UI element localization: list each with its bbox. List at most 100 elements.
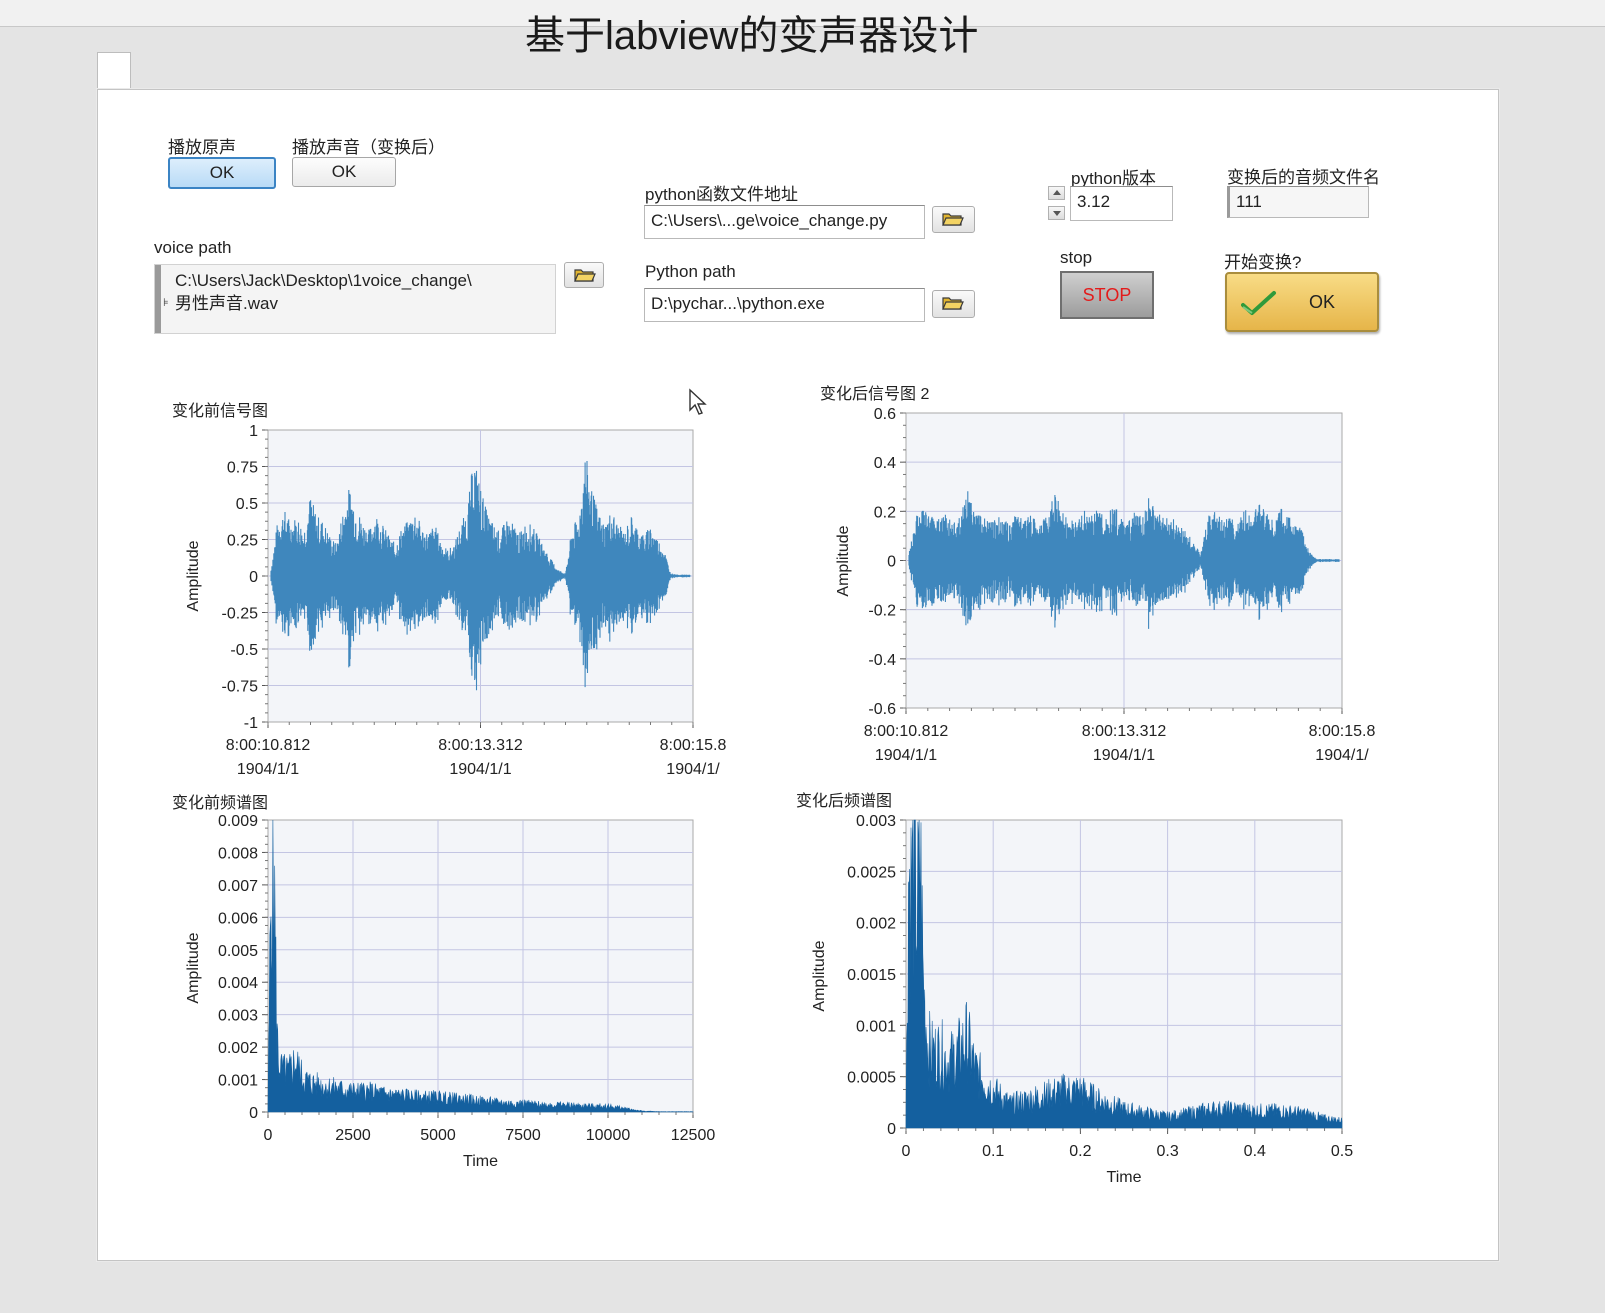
spinner-up-icon[interactable] bbox=[1048, 186, 1065, 200]
x-tick-label: 8:00:13.312 bbox=[1082, 723, 1167, 740]
x-tick-label: 0.1 bbox=[982, 1143, 1004, 1160]
y-tick-label: 0.25 bbox=[227, 533, 258, 550]
y-tick-label: -1 bbox=[244, 715, 258, 732]
y-tick-label: 0 bbox=[887, 554, 896, 571]
y-tick-label: 0.001 bbox=[856, 1018, 896, 1035]
y-tick-label: -0.75 bbox=[222, 679, 259, 696]
play-converted-label: 播放声音（变换后） bbox=[292, 138, 445, 157]
chart-converted-signal: 变化后信号图 2 Amplitude 0.6 0.4 0.2 0 -0.2 -0.4 -0.6 8… bbox=[820, 385, 1376, 764]
x-tick-label: 7500 bbox=[505, 1127, 541, 1144]
x-axis-label: Time bbox=[1107, 1169, 1142, 1186]
x-tick-label: 8:00:10.812 bbox=[864, 723, 949, 740]
output-filename-label: 变换后的音频文件名 bbox=[1227, 168, 1380, 187]
top-bar bbox=[0, 0, 1605, 27]
folder-open-icon bbox=[574, 269, 596, 282]
y-tick-label: 0.0005 bbox=[847, 1070, 896, 1087]
chart-original-signal: 变化前信号图 Amplitude 1 0.75 0.5 0.25 0 -0.25 -0.5 -0.… bbox=[172, 402, 727, 778]
chart-original-spectrum: 变化前频谱图 Amplitude 0.009 0.008 0.007 0.006 0.005… bbox=[172, 794, 716, 1170]
python-path-browse-button[interactable] bbox=[932, 290, 975, 318]
x-tick-label: 0.4 bbox=[1244, 1143, 1266, 1160]
x-tick-label: 0.5 bbox=[1331, 1143, 1353, 1160]
voice-path-browse-button[interactable] bbox=[564, 262, 604, 288]
x-tick-label: 0.2 bbox=[1069, 1143, 1091, 1160]
y-tick-label: -0.4 bbox=[868, 652, 896, 669]
y-tick-label: 0.009 bbox=[218, 813, 258, 830]
start-conversion-button[interactable]: OK bbox=[1225, 272, 1379, 332]
voice-path-line1: C:\Users\Jack\Desktop\1voice_change\ bbox=[175, 271, 472, 290]
x-tick-label: 8:00:15.8 bbox=[660, 737, 727, 754]
chart-title: 变化后信号图 2 bbox=[820, 385, 929, 403]
y-tick-label: 0.002 bbox=[218, 1040, 258, 1057]
chart-title: 变化前信号图 bbox=[172, 402, 268, 420]
python-func-path-label: python函数文件地址 bbox=[645, 185, 799, 204]
stop-label: stop bbox=[1060, 248, 1093, 267]
x-tick-label: 12500 bbox=[671, 1127, 716, 1144]
y-tick-label: 0.004 bbox=[218, 975, 258, 992]
y-tick-label: -0.6 bbox=[868, 701, 896, 718]
python-version-field[interactable]: 3.12 bbox=[1070, 186, 1173, 221]
y-tick-label: 0 bbox=[249, 569, 258, 586]
y-tick-label: 0 bbox=[249, 1105, 258, 1122]
y-tick-label: 0 bbox=[887, 1121, 896, 1138]
mouse-cursor-icon bbox=[689, 388, 707, 415]
panel-tab bbox=[97, 52, 131, 91]
chart-title: 变化前频谱图 bbox=[172, 794, 268, 812]
path-tree-icon: ⊧ bbox=[163, 297, 169, 309]
x-tick-label: 0 bbox=[264, 1127, 273, 1144]
window-title: 基于labview的变声器设计 bbox=[525, 14, 979, 54]
x-tick-date: 1904/1/1 bbox=[449, 761, 511, 778]
y-tick-label: 0.005 bbox=[218, 943, 258, 960]
play-original-label: 播放原声 bbox=[168, 138, 236, 157]
spectrum-area bbox=[267, 819, 694, 1113]
y-tick-label: 0.008 bbox=[218, 845, 258, 862]
output-filename-field[interactable]: 111 bbox=[1227, 186, 1369, 218]
y-axis-label: Amplitude bbox=[185, 932, 202, 1003]
python-version-label: python版本 bbox=[1071, 169, 1157, 188]
y-tick-label: 0.003 bbox=[856, 813, 896, 830]
voice-path-field[interactable]: ⊧ C:\Users\Jack\Desktop\1voice_change\ 男… bbox=[154, 264, 556, 334]
y-tick-label: -0.25 bbox=[222, 606, 259, 623]
y-tick-label: 1 bbox=[249, 423, 258, 440]
x-tick-label: 8:00:10.812 bbox=[226, 737, 311, 754]
python-path-label: Python path bbox=[645, 262, 736, 281]
x-tick-date: 1904/1/ bbox=[666, 761, 720, 778]
spinner-down-icon[interactable] bbox=[1048, 206, 1065, 220]
y-tick-label: -0.5 bbox=[230, 642, 258, 659]
start-label: 开始变换? bbox=[1224, 253, 1302, 272]
play-converted-button[interactable]: OK bbox=[292, 157, 396, 187]
folder-open-icon bbox=[942, 297, 964, 310]
waveform-trace bbox=[908, 491, 1340, 629]
python-path-field[interactable]: D:\pychar...\python.exe bbox=[644, 288, 925, 322]
y-tick-label: 0.2 bbox=[874, 504, 896, 521]
x-tick-label: 2500 bbox=[335, 1127, 371, 1144]
y-axis-label: Amplitude bbox=[835, 525, 852, 596]
x-tick-date: 1904/1/1 bbox=[875, 747, 937, 764]
y-tick-label: 0.75 bbox=[227, 460, 258, 477]
waveform-trace bbox=[270, 461, 691, 691]
y-tick-label: 0.4 bbox=[874, 455, 896, 472]
chart-title: 变化后频谱图 bbox=[796, 792, 892, 810]
start-button-label: OK bbox=[1309, 292, 1336, 312]
y-tick-label: 0.002 bbox=[856, 916, 896, 933]
y-tick-label: 0.001 bbox=[218, 1073, 258, 1090]
y-tick-label: 0.6 bbox=[874, 406, 896, 423]
stop-button[interactable]: STOP bbox=[1060, 271, 1154, 319]
x-tick-label: 10000 bbox=[586, 1127, 631, 1144]
x-tick-label: 8:00:15.8 bbox=[1309, 723, 1376, 740]
path-control-strip bbox=[155, 265, 161, 333]
python-func-path-field[interactable]: C:\Users\...ge\voice_change.py bbox=[644, 205, 925, 239]
x-tick-label: 0.3 bbox=[1156, 1143, 1178, 1160]
y-tick-label: 0.0025 bbox=[847, 864, 896, 881]
x-tick-label: 5000 bbox=[420, 1127, 456, 1144]
python-func-browse-button[interactable] bbox=[932, 206, 975, 233]
y-tick-label: 0.003 bbox=[218, 1008, 258, 1025]
y-tick-label: 0.007 bbox=[218, 878, 258, 895]
y-axis-label: Amplitude bbox=[185, 540, 202, 611]
x-tick-date: 1904/1/ bbox=[1315, 747, 1369, 764]
y-tick-label: 0.5 bbox=[236, 496, 258, 513]
voice-path-label: voice path bbox=[154, 238, 232, 257]
x-tick-label: 0 bbox=[902, 1143, 911, 1160]
play-original-button[interactable]: OK bbox=[168, 157, 276, 189]
plot-area bbox=[267, 819, 694, 1113]
checkmark-icon bbox=[1241, 291, 1276, 315]
